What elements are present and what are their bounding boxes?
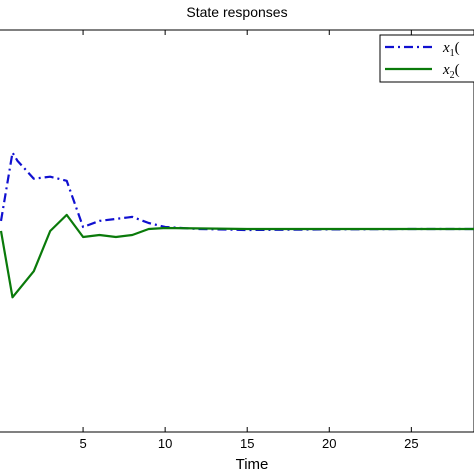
plot-area-frame [0, 29, 474, 433]
series-line-1 [0, 151, 474, 232]
legend: x1(x2( [379, 34, 474, 83]
x-tick-label: 15 [240, 436, 254, 451]
series-line-2 [0, 213, 474, 299]
series-lines [0, 151, 474, 299]
legend-box [379, 34, 474, 83]
x-tick-label: 25 [404, 436, 418, 451]
x-tick-label: 20 [322, 436, 336, 451]
legend-label-1: x1( [442, 40, 460, 59]
x-tick-label: 10 [158, 436, 172, 451]
x-axis-ticks: 5 10 15 20 25 [79, 30, 419, 451]
legend-label-2: x2( [442, 62, 460, 81]
x-tick-label: 5 [79, 436, 86, 451]
x-axis-label: Time [236, 456, 269, 473]
chart-title: State responses [186, 4, 287, 20]
